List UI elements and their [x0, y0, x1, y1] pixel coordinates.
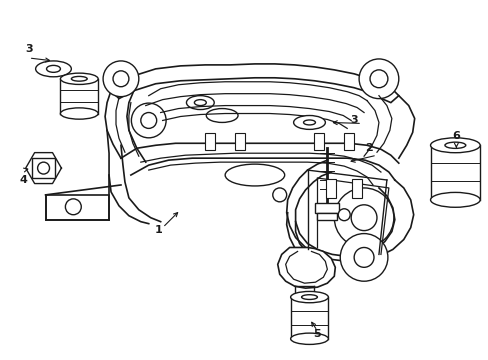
Ellipse shape	[38, 162, 49, 174]
Ellipse shape	[224, 164, 284, 186]
Text: 5: 5	[313, 329, 321, 339]
Polygon shape	[376, 83, 398, 103]
Polygon shape	[286, 213, 334, 274]
Polygon shape	[121, 143, 398, 180]
Ellipse shape	[334, 188, 393, 247]
Ellipse shape	[301, 295, 317, 300]
Ellipse shape	[141, 113, 156, 129]
Polygon shape	[145, 82, 366, 113]
Polygon shape	[313, 267, 328, 272]
Text: 6: 6	[451, 131, 459, 141]
Polygon shape	[107, 130, 161, 224]
Ellipse shape	[46, 66, 61, 72]
Ellipse shape	[429, 192, 479, 207]
Polygon shape	[277, 247, 335, 288]
Polygon shape	[45, 195, 109, 220]
Ellipse shape	[338, 209, 349, 221]
Polygon shape	[344, 133, 353, 150]
Ellipse shape	[290, 292, 327, 303]
Polygon shape	[315, 203, 339, 213]
Polygon shape	[317, 213, 337, 220]
Ellipse shape	[358, 59, 398, 99]
Ellipse shape	[194, 100, 206, 105]
Polygon shape	[61, 79, 98, 113]
Ellipse shape	[36, 61, 71, 77]
Polygon shape	[307, 170, 393, 255]
Text: 3: 3	[25, 44, 32, 54]
Polygon shape	[105, 81, 145, 162]
Ellipse shape	[340, 234, 387, 281]
Ellipse shape	[290, 333, 327, 345]
Text: 3: 3	[349, 116, 357, 126]
Polygon shape	[205, 133, 215, 150]
Ellipse shape	[103, 61, 139, 96]
Polygon shape	[134, 64, 376, 96]
Text: 4: 4	[20, 175, 28, 185]
Polygon shape	[161, 105, 350, 129]
Polygon shape	[45, 175, 121, 195]
Polygon shape	[32, 158, 55, 178]
Ellipse shape	[429, 138, 479, 153]
Ellipse shape	[206, 109, 238, 122]
Polygon shape	[113, 76, 134, 99]
Polygon shape	[286, 160, 413, 261]
Ellipse shape	[303, 120, 315, 125]
Text: 1: 1	[155, 225, 162, 235]
Ellipse shape	[272, 188, 286, 202]
Ellipse shape	[293, 116, 325, 129]
Ellipse shape	[350, 205, 376, 231]
Ellipse shape	[61, 73, 98, 85]
Polygon shape	[325, 179, 336, 198]
Polygon shape	[235, 133, 244, 150]
Text: 2: 2	[365, 143, 372, 153]
Ellipse shape	[113, 71, 129, 87]
Ellipse shape	[369, 70, 387, 88]
Ellipse shape	[65, 199, 81, 215]
Polygon shape	[290, 297, 327, 339]
Polygon shape	[314, 133, 324, 150]
Ellipse shape	[353, 247, 373, 267]
Polygon shape	[429, 145, 479, 200]
Ellipse shape	[61, 108, 98, 119]
Ellipse shape	[444, 142, 465, 148]
Ellipse shape	[131, 103, 166, 138]
Ellipse shape	[71, 76, 87, 81]
Polygon shape	[351, 179, 361, 198]
Ellipse shape	[186, 96, 214, 109]
